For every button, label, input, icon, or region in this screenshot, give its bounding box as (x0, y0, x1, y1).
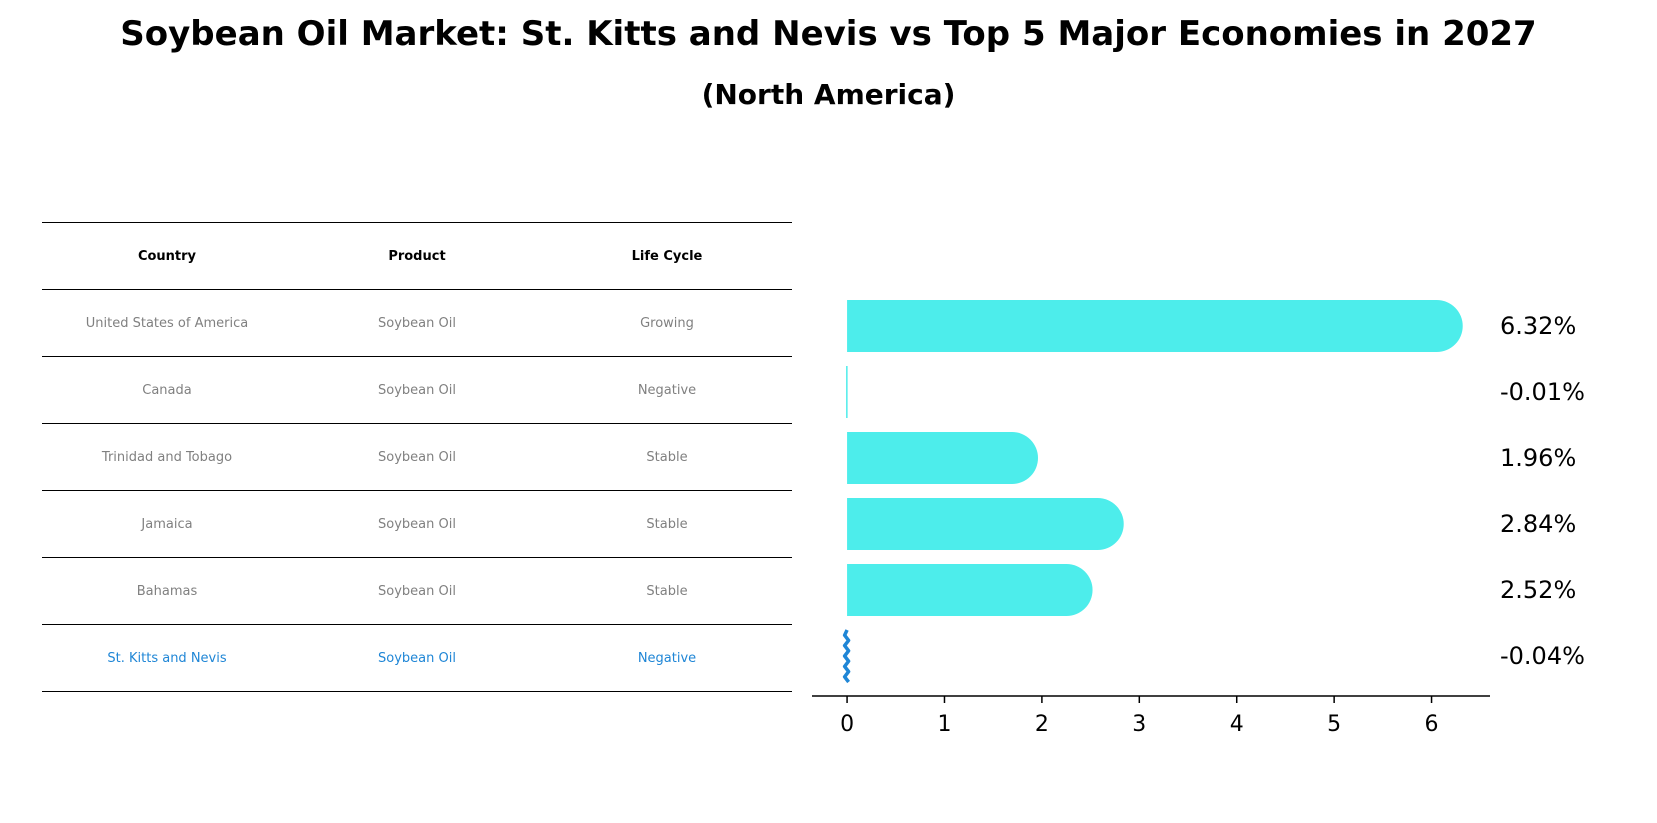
bar (847, 300, 1463, 352)
country-cell: Trinidad and Tobago (42, 423, 292, 491)
country-cell: Canada (42, 356, 292, 424)
data-table: Country Product Life Cycle United States… (42, 222, 792, 692)
product-cell: Soybean Oil (292, 557, 542, 625)
x-tick-label: 0 (840, 712, 854, 737)
bar (847, 432, 1038, 484)
column-header-product: Product (292, 222, 542, 290)
chart-subtitle: (North America) (701, 78, 956, 111)
x-tick-label: 6 (1425, 712, 1439, 737)
bar-highlighted (842, 629, 851, 684)
x-tick-label: 3 (1132, 712, 1146, 737)
value-label: 2.84% (1500, 510, 1576, 538)
life-cycle-cell: Growing (542, 289, 792, 357)
life-cycle-cell: Stable (542, 423, 792, 491)
x-tick-label: 5 (1327, 712, 1341, 737)
life-cycle-cell: Negative (542, 356, 792, 424)
table-row: Bahamas Soybean Oil Stable (42, 557, 792, 625)
chart-title: Soybean Oil Market: St. Kitts and Nevis … (120, 14, 1537, 54)
product-cell: Soybean Oil (292, 423, 542, 491)
table-row-highlighted: St. Kitts and Nevis Soybean Oil Negative (42, 624, 792, 692)
table-row: Jamaica Soybean Oil Stable (42, 490, 792, 558)
value-label: 6.32% (1500, 312, 1576, 340)
value-label: -0.04% (1500, 642, 1585, 670)
table-header-row: Country Product Life Cycle (42, 222, 792, 290)
life-cycle-cell: Negative (542, 624, 792, 692)
column-header-life-cycle: Life Cycle (542, 222, 792, 290)
country-cell: United States of America (42, 289, 292, 357)
product-cell: Soybean Oil (292, 490, 542, 558)
life-cycle-cell: Stable (542, 557, 792, 625)
value-label: 2.52% (1500, 576, 1576, 604)
country-cell: Bahamas (42, 557, 292, 625)
table-row: Trinidad and Tobago Soybean Oil Stable (42, 423, 792, 491)
table-row: Canada Soybean Oil Negative (42, 356, 792, 424)
product-cell: Soybean Oil (292, 356, 542, 424)
life-cycle-cell: Stable (542, 490, 792, 558)
column-header-country: Country (42, 222, 292, 290)
bar (846, 366, 848, 418)
bar (847, 498, 1124, 550)
country-cell: St. Kitts and Nevis (42, 624, 292, 692)
value-label: -0.01% (1500, 378, 1585, 406)
x-tick-label: 4 (1230, 712, 1244, 737)
product-cell: Soybean Oil (292, 289, 542, 357)
table-row: United States of America Soybean Oil Gro… (42, 289, 792, 357)
x-tick-label: 1 (937, 712, 951, 737)
value-label: 1.96% (1500, 444, 1576, 472)
product-cell: Soybean Oil (292, 624, 542, 692)
bar (847, 564, 1093, 616)
country-cell: Jamaica (42, 490, 292, 558)
x-tick-label: 2 (1035, 712, 1049, 737)
